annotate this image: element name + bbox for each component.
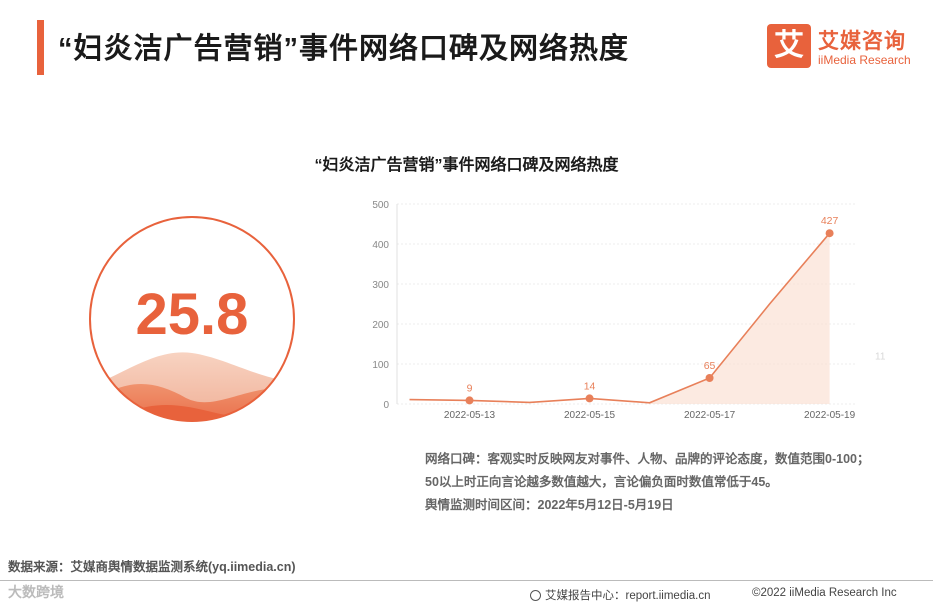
area-fill [649, 233, 830, 404]
report-center: 艾媒报告中心：report.iimedia.cn [530, 587, 711, 603]
data-point [705, 374, 714, 382]
reputation-score: 25.8 [135, 282, 249, 347]
y-tick-label: 0 [383, 400, 389, 411]
data-point [585, 394, 594, 403]
data-label: 14 [584, 380, 596, 392]
data-label: 427 [821, 215, 839, 227]
chart-title: “妇炎洁广告营销”事件网络口碑及网络热度 [314, 157, 619, 174]
note-line-3: 舆情监测时间区间：2022年5月12日-5月19日 [425, 498, 674, 512]
logo-name-en: iiMedia Research [818, 53, 911, 67]
watermark-label: 大数跨境 [8, 584, 64, 600]
side-label: 11 [875, 352, 886, 363]
globe-icon [530, 590, 541, 601]
y-tick-label: 400 [372, 240, 389, 251]
data-label: 65 [704, 360, 716, 372]
logo-mark-icon: 艾 [767, 24, 811, 68]
x-tick-label: 2022-05-15 [564, 410, 616, 421]
data-source: 数据来源：艾媒商舆情数据监测系统(yq.iimedia.cn) [8, 560, 296, 574]
reputation-gauge: 25.8 [86, 213, 298, 425]
heat-line-chart: 0 100 200 300 400 500 9 14 65 427 2022-05-13 2022-0… [372, 200, 886, 421]
title-accent-bar [37, 20, 44, 75]
note-line-2: 50以上时正向言论越多数值越大，言论偏负面时数值常低于45。 [425, 475, 778, 489]
data-point [465, 396, 474, 405]
x-tick-label: 2022-05-13 [444, 410, 496, 421]
data-point [825, 229, 834, 238]
brand-logo: 艾 艾媒咨询 iiMedia Research [767, 24, 927, 70]
chart-notes: 网络口碑：客观实时反映网友对事件、人物、品牌的评论态度，数值范围0-100； 5… [425, 448, 869, 517]
footer-divider [0, 580, 933, 581]
logo-name-cn: 艾媒咨询 [818, 30, 906, 53]
x-tick-label: 2022-05-17 [684, 410, 736, 421]
gauge-circle-icon [89, 216, 295, 422]
y-tick-label: 300 [372, 280, 389, 291]
y-tick-label: 500 [372, 200, 389, 211]
data-label: 9 [467, 382, 473, 394]
y-tick-label: 200 [372, 320, 389, 331]
y-tick-label: 100 [372, 360, 389, 371]
page-title: “妇炎洁广告营销”事件网络口碑及网络热度 [58, 33, 630, 65]
copyright: ©2022 iiMedia Research Inc [752, 587, 897, 599]
note-line-1: 网络口碑：客观实时反映网友对事件、人物、品牌的评论态度，数值范围0-100； [425, 452, 870, 466]
report-center-label: 艾媒报告中心：report.iimedia.cn [545, 590, 711, 602]
x-tick-label: 2022-05-19 [804, 410, 856, 421]
series-line [409, 232, 831, 404]
